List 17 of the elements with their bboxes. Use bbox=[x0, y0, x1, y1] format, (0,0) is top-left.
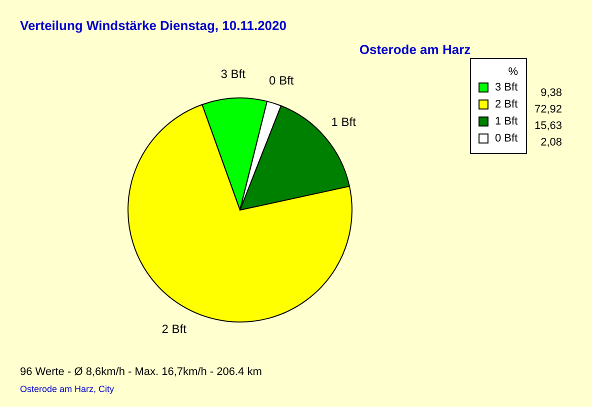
data-label: 72,92 bbox=[534, 104, 562, 116]
data-label: 15,63 bbox=[534, 120, 562, 132]
data-label: 2,08 bbox=[540, 136, 562, 148]
slice-label: 0 Bft bbox=[269, 73, 294, 88]
chart-subtitle: Osterode am Harz bbox=[359, 42, 472, 57]
slice-label: 2 Bft bbox=[162, 322, 188, 336]
slice-label: 3 Bft bbox=[220, 67, 246, 82]
legend-label: 1 Bft bbox=[495, 116, 518, 128]
text: 96 Werte - Ø 8,6km/h - Max. 16,7km/h - 206.4 km bbox=[20, 366, 262, 378]
legend-label: 3 Bft bbox=[495, 82, 518, 94]
legend-label: 2 Bft bbox=[495, 98, 518, 110]
text: Osterode am Harz, City bbox=[20, 384, 115, 394]
legend-label: 0 Bft bbox=[495, 132, 518, 144]
data-label: 9,38 bbox=[540, 87, 562, 99]
slice-label: 1 Bft bbox=[331, 114, 357, 129]
chart-title: Verteilung Windstärke Dienstag, 10.11.2020 bbox=[20, 18, 286, 33]
legend-title: % bbox=[508, 66, 518, 78]
